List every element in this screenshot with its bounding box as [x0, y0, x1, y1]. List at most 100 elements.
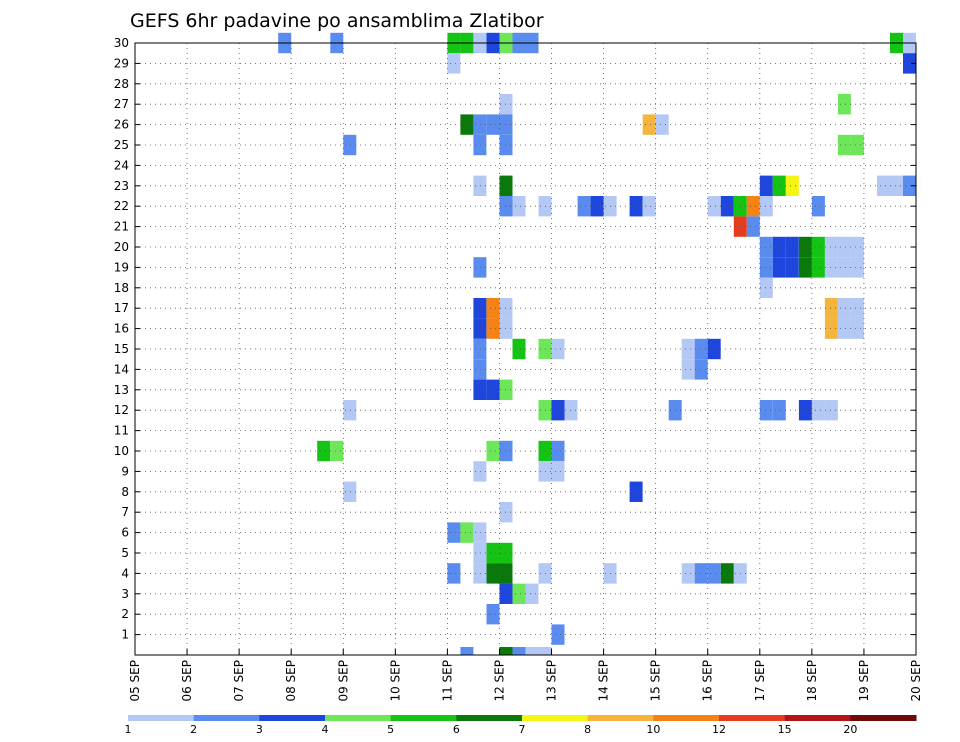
precip-cell [850, 318, 864, 339]
y-tick-label: 8 [121, 485, 129, 499]
precip-cell [707, 563, 721, 584]
legend-swatch [390, 715, 457, 721]
y-tick-label: 19 [114, 260, 129, 274]
precip-cell [877, 175, 890, 196]
legend-label: 5 [387, 723, 394, 736]
precip-cell [590, 196, 604, 217]
x-tick-label: 08 SEP [284, 660, 298, 702]
legend-label: 10 [646, 723, 660, 736]
precip-cell [460, 522, 474, 543]
precip-cell [824, 257, 838, 278]
precip-cell [343, 481, 357, 502]
precip-cell [720, 563, 734, 584]
y-tick-label: 5 [121, 546, 129, 560]
precip-cell [837, 318, 851, 339]
precip-cell [772, 175, 786, 196]
precip-cell [759, 236, 773, 258]
precip-cell [473, 522, 487, 543]
y-tick-label: 9 [121, 464, 129, 478]
x-tick-label: 09 SEP [336, 660, 350, 702]
y-tick-label: 6 [121, 526, 129, 540]
precip-cell [681, 338, 695, 360]
legend-label: 15 [778, 723, 792, 736]
chart-title: GEFS 6hr padavine po ansamblima Zlatibor [130, 10, 544, 32]
legend-label: 1 [125, 723, 132, 736]
legend-label: 2 [190, 723, 197, 736]
precip-cell [811, 236, 825, 258]
legend-swatch [456, 715, 523, 721]
precip-cell [512, 583, 526, 604]
precip-cell [785, 175, 799, 196]
legend-label: 20 [843, 723, 857, 736]
x-tick-label: 15 SEP [649, 660, 663, 702]
precip-cell [811, 196, 825, 217]
precip-cell [903, 53, 916, 74]
precip-cell [473, 563, 487, 584]
precip-cell [512, 647, 526, 655]
x-tick-label: 20 SEP [909, 660, 923, 702]
precip-cell [759, 196, 773, 217]
y-tick-label: 24 [114, 158, 129, 172]
precip-cell [525, 647, 539, 655]
legend-label: 3 [256, 723, 263, 736]
precip-cell [447, 53, 461, 74]
precip-cell [837, 94, 851, 115]
precip-cell [499, 647, 513, 655]
y-tick-label: 7 [121, 505, 129, 519]
precip-cell [824, 298, 838, 319]
legend-swatch [193, 715, 260, 721]
precip-cell [837, 257, 851, 278]
y-tick-label: 13 [114, 383, 129, 397]
x-tick-label: 19 SEP [857, 660, 871, 702]
precip-cell [551, 624, 565, 645]
y-tick-label: 30 [114, 36, 129, 50]
precip-cell [447, 563, 461, 584]
precip-cell [811, 257, 825, 278]
y-tick-label: 12 [114, 403, 129, 417]
precip-cell [473, 257, 487, 278]
x-tick-label: 06 SEP [180, 660, 194, 702]
precip-cell [486, 318, 500, 339]
precip-cell [551, 400, 565, 421]
y-tick-label: 16 [114, 322, 129, 336]
precip-cell [785, 257, 799, 278]
precip-cell [486, 114, 500, 135]
y-tick-label: 22 [114, 199, 129, 213]
x-tick-label: 12 SEP [492, 660, 506, 702]
y-tick-label: 1 [121, 628, 129, 642]
precip-cell [903, 175, 916, 196]
precip-cell [460, 647, 474, 655]
x-axis: 05 SEP 06 SEP 07 SEP 08 SEP 09 SEP 10 SEP 11 S… [128, 649, 923, 702]
precip-cell [447, 522, 461, 543]
legend-swatch [259, 715, 326, 721]
precip-cell [512, 338, 526, 360]
precip-cell [655, 114, 669, 135]
y-tick-label: 4 [121, 566, 129, 580]
precip-cell [850, 257, 864, 278]
precip-cell [707, 196, 721, 217]
y-tick-label: 2 [121, 607, 129, 621]
precip-cell [486, 298, 500, 319]
x-tick-label: 13 SEP [545, 660, 559, 702]
precip-cell [486, 379, 500, 400]
precip-cell [759, 277, 773, 298]
precip-cell [629, 196, 643, 217]
x-tick-label: 17 SEP [753, 660, 767, 702]
legend-swatch [653, 715, 720, 721]
precip-cell [694, 563, 708, 584]
y-tick-label: 17 [114, 301, 129, 315]
x-tick-label: 10 SEP [388, 660, 402, 702]
precip-cell [759, 175, 773, 196]
precip-cell [642, 114, 656, 135]
precip-cell [473, 318, 487, 339]
precip-cell [890, 175, 903, 196]
precip-cell [850, 134, 864, 156]
precip-cell [486, 440, 500, 462]
precip-cell [551, 440, 565, 462]
precip-cell [343, 134, 357, 156]
precip-cell [538, 647, 552, 655]
precip-cell [772, 257, 786, 278]
precip-cell [681, 563, 695, 584]
precip-cell [759, 257, 773, 278]
precip-cell [473, 114, 487, 135]
